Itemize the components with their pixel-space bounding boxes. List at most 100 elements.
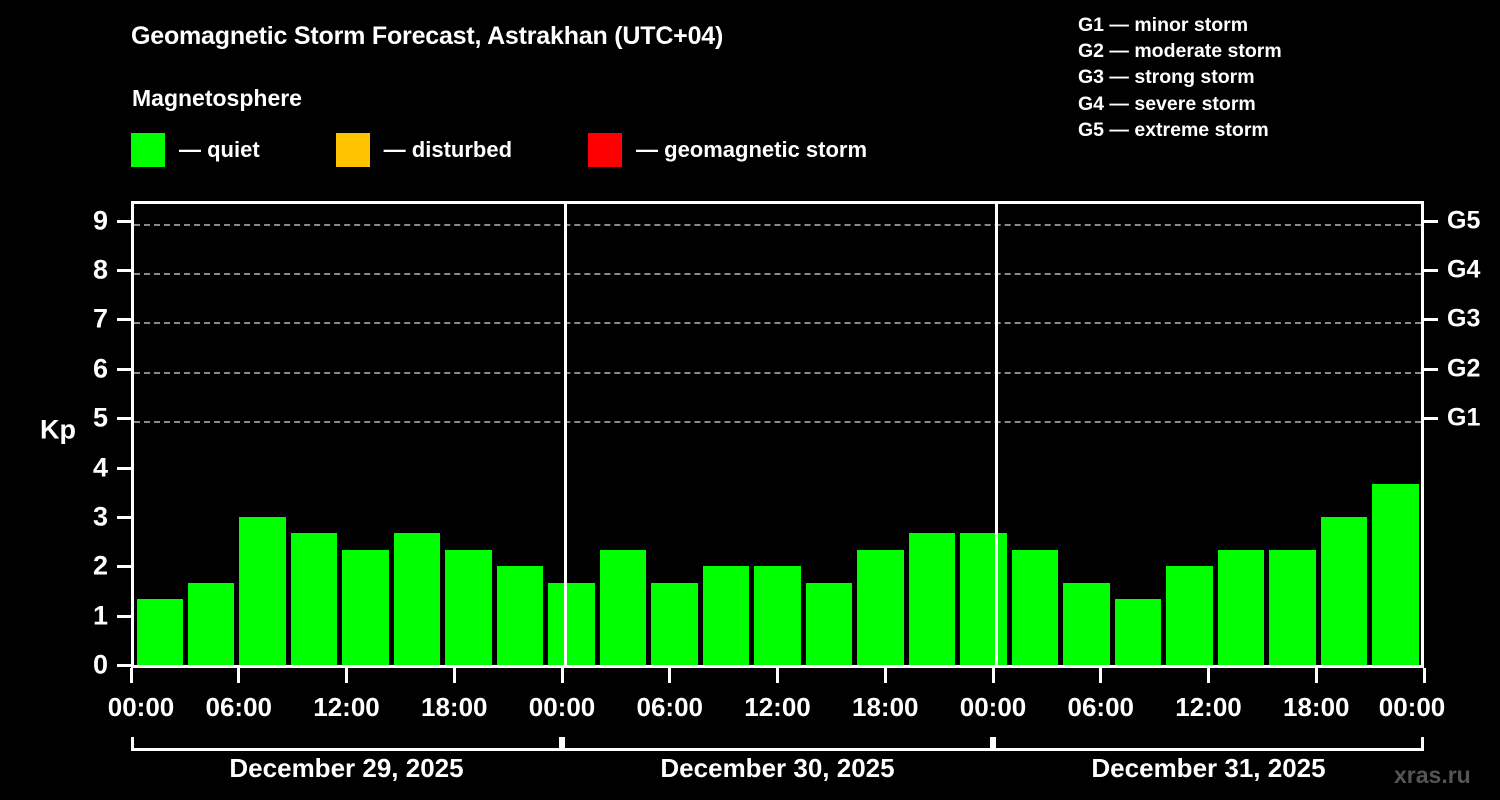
legend-entry-quiet: — quiet (131, 133, 260, 167)
g-scale-item-g4: G4 — severe storm (1078, 92, 1256, 115)
kp-bar (702, 566, 750, 665)
x-tick (129, 668, 133, 683)
x-tick-label: 12:00 (744, 692, 811, 722)
x-tick-label: 06:00 (205, 692, 273, 722)
g-scale-item-g3: G3 — strong storm (1078, 66, 1255, 89)
x-tick-label: 18:00 (852, 692, 919, 722)
g-axis-label-g3: G3 (1447, 304, 1481, 333)
y-tick-1 (117, 614, 131, 618)
legend-label-disturbed: — disturbed (383, 137, 513, 162)
g-tick-g3 (1424, 318, 1438, 322)
x-tick-label: 12:00 (1175, 692, 1242, 722)
kp-chart-plot-area (131, 201, 1424, 665)
kp-bar (1372, 483, 1419, 665)
x-tick (560, 668, 564, 683)
x-tick (1099, 668, 1103, 683)
y-axis-title: Kp (40, 414, 76, 445)
gridline-kp-6 (134, 371, 1421, 374)
kp-bar (960, 533, 1007, 665)
g-tick-g1 (1424, 417, 1438, 421)
kp-bar (805, 582, 853, 665)
legend-label-geomagnetic-storm: — geomagnetic storm (636, 137, 868, 162)
y-tick-label-8: 8 (92, 254, 108, 285)
kp-bar (136, 599, 183, 665)
gridlines (134, 204, 1421, 665)
kp-bars (134, 204, 1421, 665)
day-separator (563, 204, 567, 665)
x-tick (452, 668, 456, 683)
x-tick-label: 00:00 (1378, 692, 1446, 722)
y-axis (131, 201, 134, 668)
g-tick-g2 (1424, 367, 1438, 371)
x-tick (1207, 668, 1210, 683)
day-separator (994, 204, 998, 665)
y-tick-6 (117, 367, 131, 371)
x-tick-label: 00:00 (959, 692, 1027, 722)
y-tick-9 (117, 219, 131, 223)
kp-bar (1217, 550, 1265, 665)
kp-bar (599, 550, 647, 665)
gridline-kp-8 (134, 273, 1421, 276)
day-separators (134, 204, 1421, 665)
kp-bar (1166, 566, 1213, 665)
y-tick-label-0: 0 (92, 649, 108, 680)
x-tick-label: 18:00 (421, 692, 488, 722)
kp-bar (548, 582, 595, 665)
y-tick-label-1: 1 (92, 600, 108, 631)
y-tick-label-4: 4 (92, 452, 108, 483)
x-tick (668, 668, 672, 683)
kp-bar (496, 566, 544, 665)
x-axis (131, 665, 1424, 668)
y-tick-4 (117, 466, 131, 470)
kp-bar (1320, 516, 1368, 665)
y-tick-0 (117, 664, 131, 667)
g-axis-label-g5: G5 (1447, 206, 1481, 235)
legend-swatch-disturbed-icon (335, 133, 370, 167)
page-title: Geomagnetic Storm Forecast, Astrakhan (U… (131, 22, 724, 50)
y-tick-5 (117, 417, 131, 421)
x-tick (1422, 668, 1426, 683)
y-tick-3 (117, 515, 131, 519)
kp-bar (239, 516, 286, 665)
x-tick-label: 06:00 (1067, 692, 1135, 722)
y-tick-label-6: 6 (92, 353, 108, 384)
x-tick (991, 668, 995, 683)
legend-swatch-storm-icon (588, 133, 623, 167)
g-scale-item-g5: G5 — extreme storm (1078, 118, 1269, 141)
legend-entry-disturbed: — disturbed (335, 133, 513, 167)
x-tick-label: 18:00 (1283, 692, 1350, 722)
x-tick (776, 668, 779, 683)
kp-bar (1114, 599, 1162, 665)
legend-swatch-quiet-icon (131, 133, 165, 167)
y-tick-label-3: 3 (92, 501, 108, 532)
date-bracket (131, 737, 562, 751)
date-label: December 31, 2025 (1091, 753, 1326, 783)
y-tick-label-2: 2 (92, 550, 108, 581)
kp-bar (290, 533, 338, 665)
kp-bar (1063, 582, 1110, 665)
gridline-kp-9 (134, 223, 1421, 226)
kp-bar (1269, 550, 1316, 665)
magnetosphere-section-label: Magnetosphere (132, 85, 302, 111)
g-axis-label-g2: G2 (1447, 354, 1481, 383)
legend-label-quiet: — quiet (179, 137, 260, 162)
y-tick-7 (117, 318, 131, 322)
kp-bar (754, 566, 801, 665)
x-tick-label: 12:00 (313, 692, 380, 722)
kp-bar (857, 550, 904, 665)
g-axis-label-g4: G4 (1447, 255, 1481, 284)
g-axis-label-g1: G1 (1447, 403, 1481, 432)
x-tick (237, 668, 241, 683)
gridline-kp-7 (134, 322, 1421, 325)
y-tick-8 (117, 269, 131, 273)
kp-bar (187, 582, 235, 665)
g-tick-g5 (1424, 219, 1438, 223)
gridline-kp-5 (134, 421, 1421, 424)
magnetosphere-state-legend: — quiet — disturbed — geomagnetic storm (131, 133, 867, 167)
x-tick (1314, 668, 1318, 683)
x-tick (883, 668, 887, 683)
date-label: December 29, 2025 (229, 753, 464, 783)
g-scale-item-g2: G2 — moderate storm (1078, 40, 1282, 63)
kp-bar (1011, 550, 1059, 665)
kp-bar (445, 550, 492, 665)
